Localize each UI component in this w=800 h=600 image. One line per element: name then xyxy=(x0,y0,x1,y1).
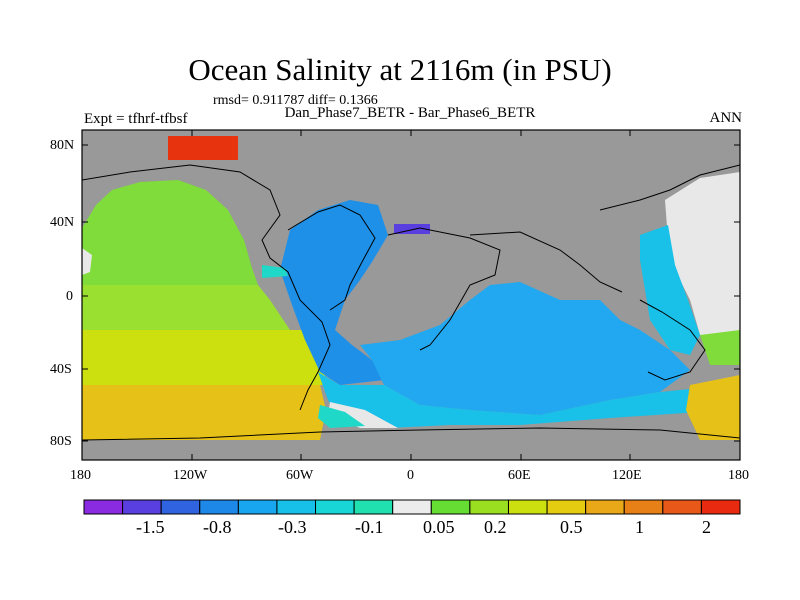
lat-label-0: 0 xyxy=(66,289,73,304)
colorbar-swatch xyxy=(160,499,201,515)
antarctica-land xyxy=(82,440,740,460)
colorbar-swatch xyxy=(700,499,741,515)
plot-title: Ocean Salinity at 2116m (in PSU) xyxy=(188,52,612,87)
coastlines xyxy=(82,164,740,441)
east-australia-green xyxy=(700,330,740,365)
lon-label-180w: 180 xyxy=(70,468,91,483)
colorbar-label-4: -0.1 xyxy=(355,517,384,537)
lon-label-180e: 180 xyxy=(728,468,749,483)
pacific-far-south-region xyxy=(82,385,326,440)
season-label: ANN xyxy=(709,110,743,126)
stats-text: rmsd= 0.911787 diff= 0.1366 xyxy=(213,93,378,108)
atlantic-teal-strip xyxy=(262,265,288,278)
colorbar-label-1: -1.5 xyxy=(136,517,165,537)
colorbar-label-7: 0.5 xyxy=(560,517,583,537)
southern-ocean-region xyxy=(318,372,700,428)
colorbar-swatch xyxy=(122,499,162,515)
lon-ticks xyxy=(81,130,741,460)
lat-label-80s: 80S xyxy=(50,434,72,449)
colorbar-label-2: -0.8 xyxy=(203,517,232,537)
colorbar-swatch xyxy=(315,499,355,515)
mediterranean-anomaly xyxy=(394,224,430,234)
lat-ticks xyxy=(82,144,740,442)
colorbar-label-8: 1 xyxy=(635,517,644,537)
lon-label-60e: 60E xyxy=(508,468,531,483)
lat-label-40n: 40N xyxy=(50,215,75,230)
lat-label-80n: 80N xyxy=(50,138,75,153)
lat-label-40s: 40S xyxy=(50,362,72,377)
colorbar-swatch xyxy=(430,499,471,515)
colorbar-swatch xyxy=(276,499,317,515)
colorbar-swatch xyxy=(469,499,509,515)
colorbar-label-6: 0.2 xyxy=(484,517,507,537)
colorbar-label-9: 2 xyxy=(702,517,711,537)
colorbar-label-5: 0.05 xyxy=(423,517,455,537)
colorbar-swatch xyxy=(585,499,625,515)
south-teal-region xyxy=(318,405,365,428)
west-pacific-region xyxy=(665,172,740,340)
colorbar-swatch xyxy=(237,499,278,515)
experiment-diff-label: Dan_Phase7_BETR - Bar_Phase6_BETR xyxy=(284,105,536,121)
atlantic-region xyxy=(280,200,388,385)
lon-label-120e: 120E xyxy=(612,468,642,483)
colorbar-swatch xyxy=(546,499,587,515)
west-pacific-cyan xyxy=(640,225,700,355)
colorbar-swatch xyxy=(662,499,702,515)
colorbar-swatch xyxy=(83,499,124,515)
experiment-label: Expt = tfhrf-tfbsf xyxy=(84,111,188,127)
colorbar-label-3: -0.3 xyxy=(278,517,307,537)
lon-label-120w: 120W xyxy=(173,468,208,483)
tasman-orange xyxy=(686,375,740,440)
lon-label-0: 0 xyxy=(407,468,414,483)
colorbar-swatch xyxy=(623,499,664,515)
colorbar-swatch xyxy=(507,499,548,515)
indian-ocean-region xyxy=(360,282,690,415)
colorbar-swatch xyxy=(199,499,239,515)
colorbar-swatch xyxy=(353,499,394,515)
lon-label-60w: 60W xyxy=(286,468,314,483)
colorbar xyxy=(83,499,741,515)
colorbar-swatch xyxy=(392,499,432,515)
southern-pacific-fill xyxy=(82,248,92,275)
pacific-north-region xyxy=(82,180,258,285)
pacific-south-region xyxy=(82,330,328,385)
arctic-anomaly xyxy=(168,136,238,160)
